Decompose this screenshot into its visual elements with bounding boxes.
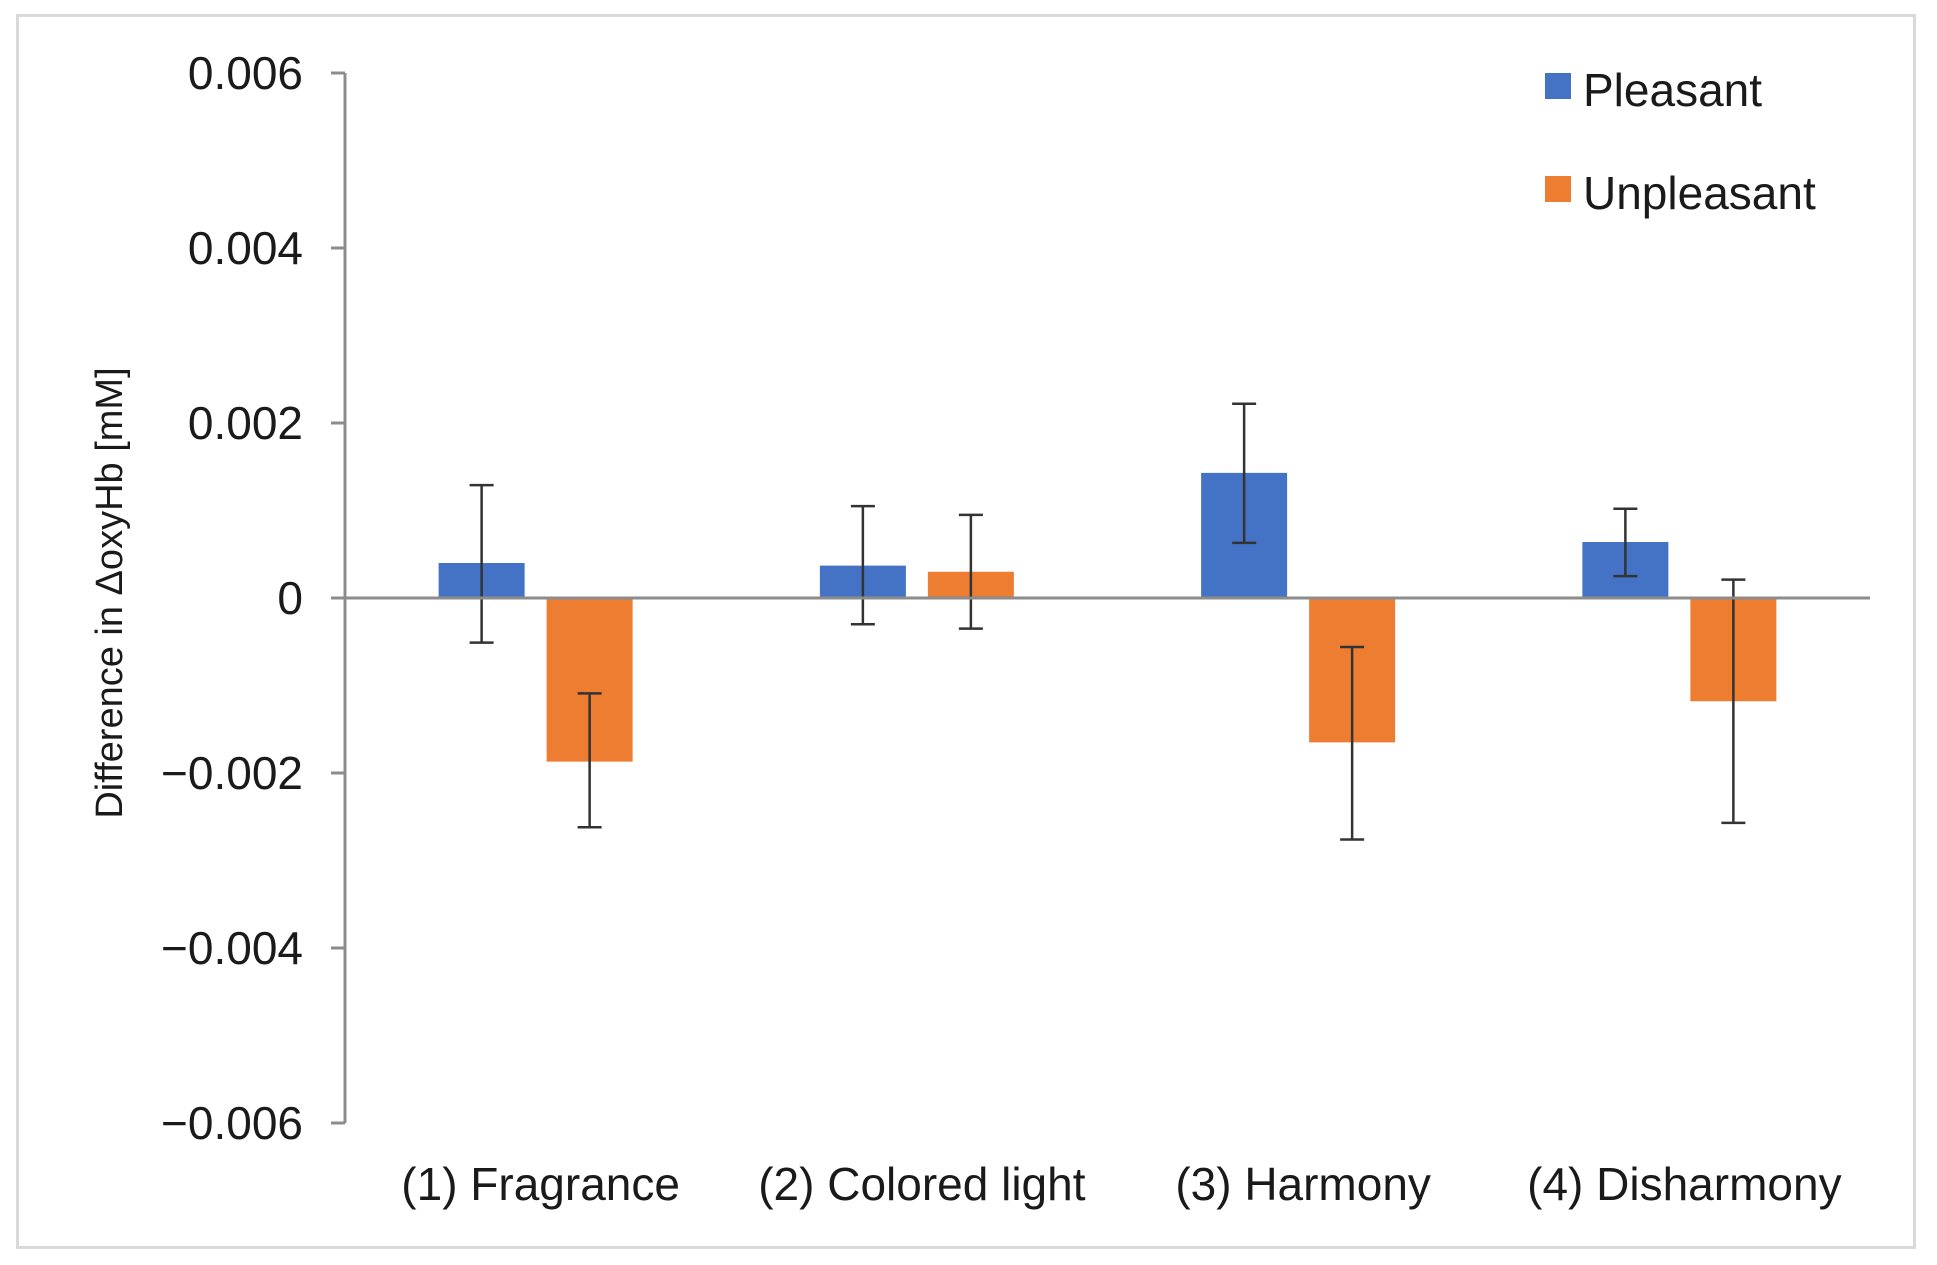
legend: Pleasant Unpleasant — [1545, 64, 1816, 219]
y-tick-label: 0.004 — [188, 222, 303, 274]
error-bars — [469, 402, 1746, 841]
legend-label-pleasant: Pleasant — [1583, 64, 1762, 116]
y-axis-label: Difference in ΔoxyHb [mM] — [89, 367, 131, 818]
y-tick-label: −0.006 — [161, 1097, 303, 1149]
category-labels: (1) Fragrance (2) Colored light (3) Harmon… — [401, 1158, 1841, 1210]
category-label: (3) Harmony — [1175, 1158, 1431, 1210]
legend-swatch-pleasant — [1545, 73, 1571, 99]
y-tick-label: 0.006 — [188, 47, 303, 99]
y-tick-label: 0.002 — [188, 397, 303, 449]
legend-swatch-unpleasant — [1545, 176, 1571, 202]
y-axis-ticks: 0.006 0.004 0.002 0 −0.002 −0.004 −0.006 — [161, 47, 345, 1149]
bars — [438, 472, 1777, 762]
y-tick-label: 0 — [277, 572, 303, 624]
axes — [343, 73, 1870, 1123]
category-label: (2) Colored light — [758, 1158, 1085, 1210]
chart-frame — [16, 14, 1916, 1249]
y-tick-label: −0.004 — [161, 922, 303, 974]
category-label: (1) Fragrance — [401, 1158, 680, 1210]
category-label: (4) Disharmony — [1527, 1158, 1841, 1210]
legend-label-unpleasant: Unpleasant — [1583, 167, 1816, 219]
y-tick-label: −0.002 — [161, 747, 303, 799]
